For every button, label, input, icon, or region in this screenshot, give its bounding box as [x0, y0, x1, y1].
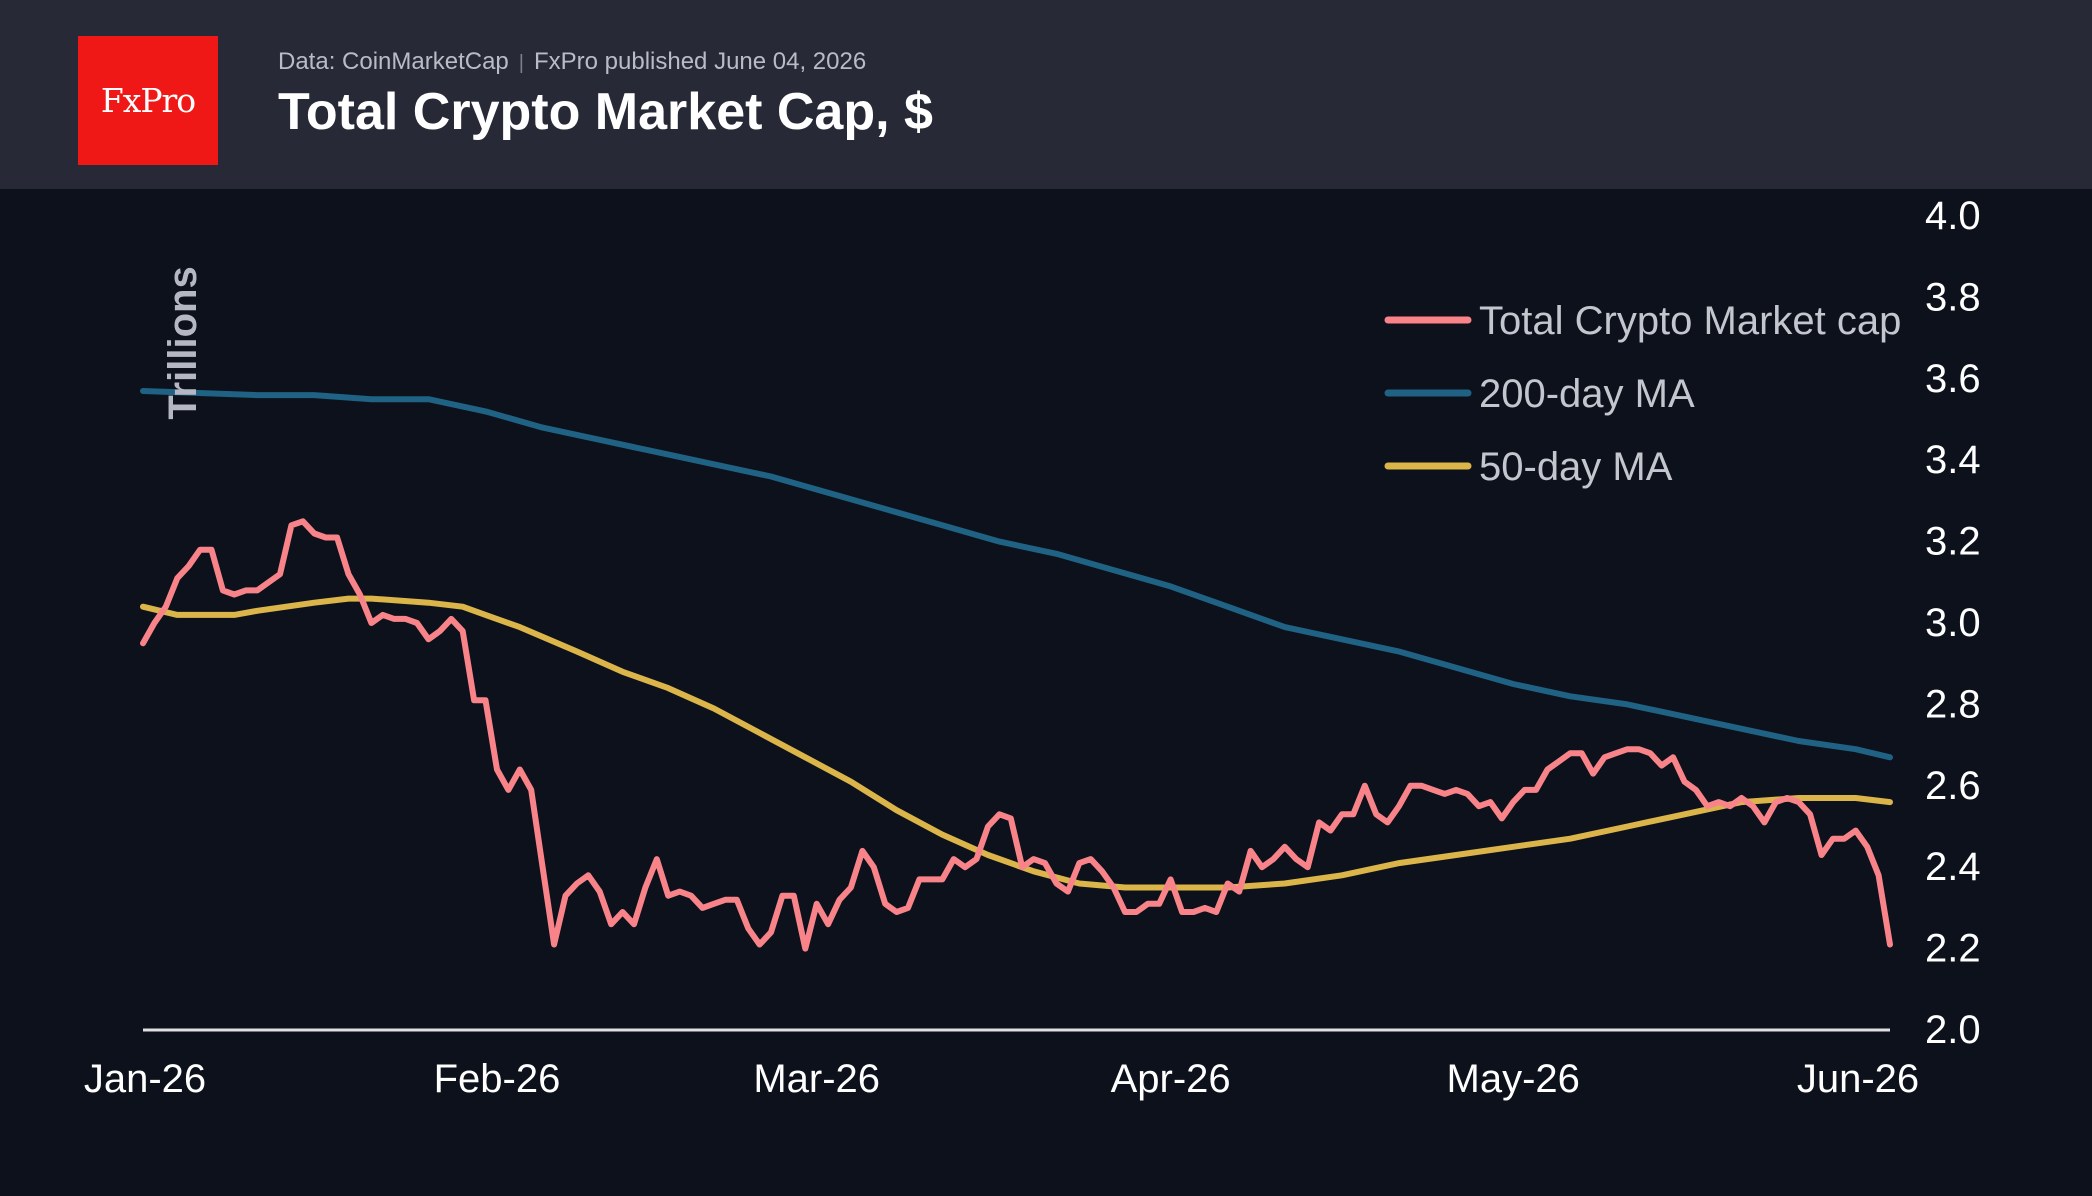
y-tick-label-1: 2.2	[1925, 927, 1981, 971]
x-tick-label-2: Mar-26	[753, 1057, 880, 1101]
x-tick-label-3: Apr-26	[1111, 1057, 1231, 1101]
series-line-2	[140, 595, 1893, 891]
y-tick-label-10: 4.0	[1925, 194, 1981, 238]
x-tick-label-0: Jan-26	[84, 1057, 206, 1101]
legend-label-2: 50-day MA	[1479, 445, 1673, 489]
y-tick-label-7: 3.4	[1925, 438, 1981, 482]
source-line: Data: CoinMarketCap | FxPro published June…	[278, 48, 866, 76]
x-tick-label-4: May-26	[1447, 1057, 1580, 1101]
x-tick-label-5: Jun-26	[1797, 1057, 1919, 1101]
separator: |	[518, 52, 524, 74]
series-line-1	[140, 388, 1893, 761]
y-tick-labels: 2.0 2.2 2.4 2.6 2.8 3.0 3.2 3.4 3.6 3.8 4.0	[1925, 194, 1981, 1052]
header-bar: FxPro Data: CoinMarketCap | FxPro publishe…	[0, 0, 2092, 189]
legend-label-0: Total Crypto Market cap	[1479, 299, 1901, 343]
data-source: Data: CoinMarketCap	[278, 48, 509, 75]
legend-label-1: 200-day MA	[1479, 372, 1695, 416]
y-tick-label-8: 3.6	[1925, 357, 1981, 401]
y-tick-label-0: 2.0	[1925, 1008, 1981, 1052]
y-tick-label-6: 3.2	[1925, 520, 1981, 564]
y-axis-label: Trillions	[161, 266, 205, 419]
chart-title: Total Crypto Market Cap, $	[278, 83, 933, 141]
series-line-0	[140, 518, 1893, 952]
y-tick-label-4: 2.8	[1925, 682, 1981, 726]
y-tick-label-3: 2.6	[1925, 764, 1981, 808]
published-date: FxPro published June 04, 2026	[533, 48, 867, 75]
logo-text: FxPro	[100, 81, 196, 120]
fxpro-logo: FxPro	[78, 36, 218, 165]
y-tick-label-9: 3.8	[1925, 275, 1981, 319]
y-tick-label-2: 2.4	[1925, 845, 1981, 889]
y-tick-label-5: 3.0	[1925, 601, 1981, 645]
legend: Total Crypto Market cap 200-day MA 50-day …	[1384, 299, 1901, 489]
x-tick-label-1: Feb-26	[434, 1057, 561, 1101]
x-tick-labels: Jan-26 Feb-26 Mar-26 Apr-26 May-26 Jun-26	[84, 1057, 1919, 1101]
series-layer	[140, 388, 1893, 952]
